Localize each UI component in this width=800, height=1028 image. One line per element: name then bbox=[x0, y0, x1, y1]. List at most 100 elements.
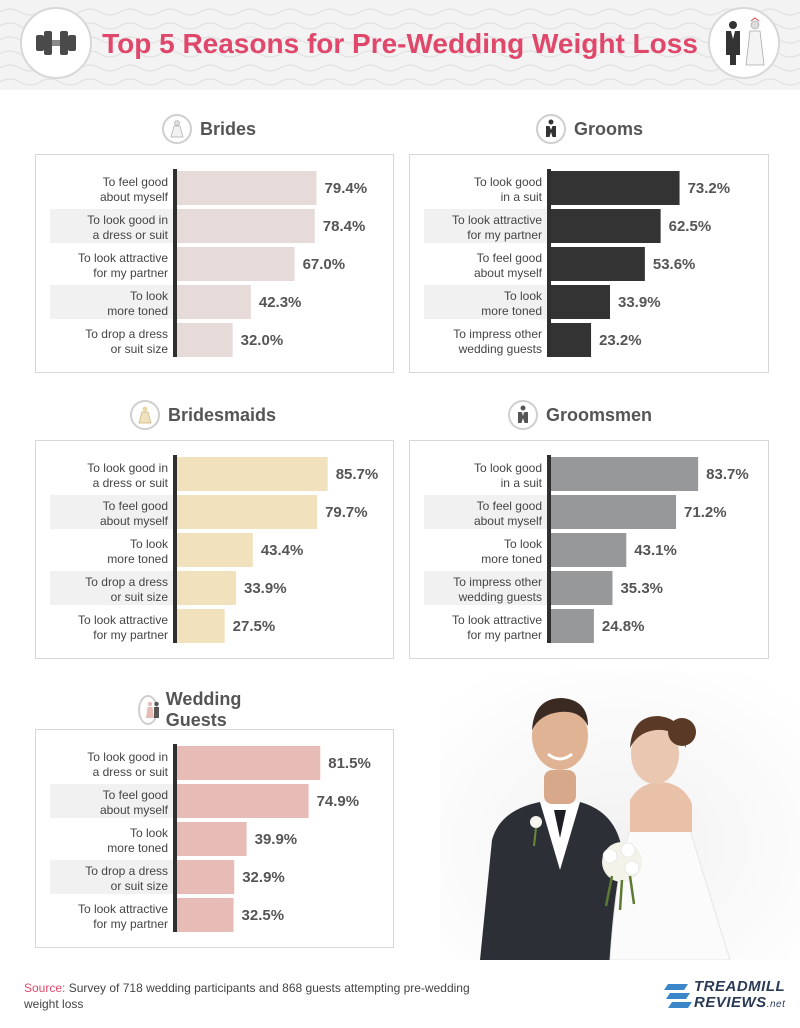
value-label: 33.9% bbox=[244, 580, 287, 597]
row-band bbox=[50, 285, 176, 319]
value-label: 42.3% bbox=[259, 294, 302, 311]
category-label-line: To drop a dress bbox=[85, 327, 168, 341]
logo-line2: REVIEWS.net bbox=[694, 994, 785, 1011]
category-label-line: or suit size bbox=[111, 879, 169, 893]
category-label: To look good in a dress or suit bbox=[87, 461, 168, 490]
bar bbox=[176, 457, 328, 491]
category-label: To feel good about myself bbox=[474, 499, 543, 528]
bar bbox=[176, 822, 247, 856]
category-label-line: To look attractive bbox=[452, 613, 542, 627]
row-band bbox=[424, 209, 550, 243]
category-label-line: To look attractive bbox=[78, 902, 168, 916]
bridesmaid-dress-icon bbox=[130, 400, 160, 430]
couple-photo bbox=[440, 670, 800, 961]
category-label-line: To drop a dress bbox=[85, 864, 168, 878]
category-label-line: for my partner bbox=[467, 228, 542, 242]
source-note: Source: Survey of 718 wedding participan… bbox=[24, 980, 484, 1012]
value-label: 85.7% bbox=[336, 466, 379, 483]
axis-line bbox=[173, 169, 177, 357]
row-band bbox=[424, 571, 550, 605]
category-label-line: To drop a dress bbox=[85, 575, 168, 589]
category-label: To look attractive for my partner bbox=[78, 902, 168, 931]
header-banner: Top 5 Reasons for Pre-Wedding Weight Los… bbox=[0, 0, 800, 90]
bar-chart-svg: To feel good about myself 79.4% To look goo… bbox=[50, 169, 367, 357]
category-label-line: about myself bbox=[474, 266, 543, 280]
category-label: To drop a dress or suit size bbox=[85, 864, 168, 893]
category-label: To look more toned bbox=[107, 537, 169, 566]
grooms-header: Grooms bbox=[536, 114, 643, 144]
category-label-line: To look good in bbox=[87, 461, 168, 475]
source-text: Survey of 718 wedding participants and 8… bbox=[24, 981, 470, 1011]
row-band bbox=[50, 495, 176, 529]
bar bbox=[176, 209, 315, 243]
category-label-line: in a suit bbox=[501, 190, 543, 204]
value-label: 67.0% bbox=[303, 256, 346, 273]
category-label: To look more toned bbox=[481, 537, 543, 566]
category-label: To look attractive for my partner bbox=[78, 613, 168, 642]
category-label-line: a dress or suit bbox=[93, 765, 169, 779]
value-label: 32.9% bbox=[242, 869, 285, 886]
bar-chart-svg: To look good in a dress or suit 85.7% To fe… bbox=[50, 455, 379, 643]
category-label-line: more toned bbox=[107, 552, 168, 566]
brides-title: Brides bbox=[200, 118, 257, 139]
grooms-chart: To look good in a suit 73.2% To look attrac… bbox=[409, 154, 769, 373]
category-label-line: To feel good bbox=[477, 499, 542, 513]
row-band bbox=[50, 860, 176, 894]
source-key: Source: bbox=[24, 981, 66, 995]
bar bbox=[550, 247, 645, 281]
category-label: To feel good about myself bbox=[100, 175, 169, 204]
dumbbell-icon bbox=[20, 7, 92, 79]
value-label: 74.9% bbox=[317, 793, 360, 810]
bar-chart-svg: To look good in a suit 73.2% To look attrac… bbox=[424, 169, 730, 357]
row-band bbox=[50, 784, 176, 818]
page-title: Top 5 Reasons for Pre-Wedding Weight Los… bbox=[102, 28, 698, 59]
value-label: 23.2% bbox=[599, 332, 642, 349]
bridesmaids-header: Bridesmaids bbox=[130, 400, 276, 430]
category-label-line: To look bbox=[130, 537, 169, 551]
category-label: To drop a dress or suit size bbox=[85, 575, 168, 604]
bar bbox=[550, 495, 677, 529]
groomsman-suit-icon bbox=[508, 400, 538, 430]
category-label: To look good in a dress or suit bbox=[87, 213, 168, 242]
value-label: 33.9% bbox=[618, 294, 661, 311]
category-label-line: To feel good bbox=[103, 788, 168, 802]
tuxedo-icon bbox=[536, 114, 566, 144]
groomsmen-header: Groomsmen bbox=[508, 400, 652, 430]
category-label-line: wedding guests bbox=[458, 342, 542, 356]
bar bbox=[176, 609, 225, 643]
category-label-line: in a suit bbox=[501, 476, 543, 490]
category-label-line: a dress or suit bbox=[93, 476, 169, 490]
category-label-line: or suit size bbox=[111, 590, 169, 604]
groomsmen-chart: To look good in a suit 83.7% To feel good ab… bbox=[409, 440, 769, 659]
bridesmaids-title: Bridesmaids bbox=[168, 404, 277, 425]
logo-suffix: .net bbox=[766, 999, 786, 1010]
axis-line bbox=[547, 455, 551, 643]
axis-line bbox=[547, 169, 551, 357]
bar bbox=[176, 171, 317, 205]
wedding-guests-title: Wedding Guests bbox=[165, 689, 242, 730]
treadmill-reviews-logo: TREADMILL REVIEWS.net bbox=[664, 976, 794, 1016]
bar-chart-svg: To look good in a dress or suit 81.5% To fe… bbox=[50, 744, 371, 932]
bar bbox=[550, 285, 611, 319]
brides-header: Brides bbox=[162, 114, 256, 144]
header-wave-pattern bbox=[0, 8, 800, 86]
row-band bbox=[424, 285, 550, 319]
axis-line bbox=[173, 455, 177, 643]
value-label: 81.5% bbox=[328, 755, 371, 772]
value-label: 79.7% bbox=[325, 504, 368, 521]
value-label: 32.0% bbox=[241, 332, 284, 349]
value-label: 78.4% bbox=[323, 218, 366, 235]
guests-icon bbox=[138, 695, 159, 725]
row-band bbox=[424, 495, 550, 529]
value-label: 83.7% bbox=[706, 466, 749, 483]
bar bbox=[550, 609, 594, 643]
brides-chart: To feel good about myself 79.4% To look goo… bbox=[35, 154, 394, 373]
value-label: 62.5% bbox=[669, 218, 712, 235]
logo-mark-icon bbox=[664, 984, 692, 1008]
bar bbox=[550, 457, 699, 491]
category-label: To look more toned bbox=[481, 289, 543, 318]
category-label: To look attractive for my partner bbox=[452, 213, 542, 242]
bar bbox=[550, 323, 592, 357]
bar bbox=[550, 571, 613, 605]
category-label: To look good in a suit bbox=[474, 175, 543, 204]
